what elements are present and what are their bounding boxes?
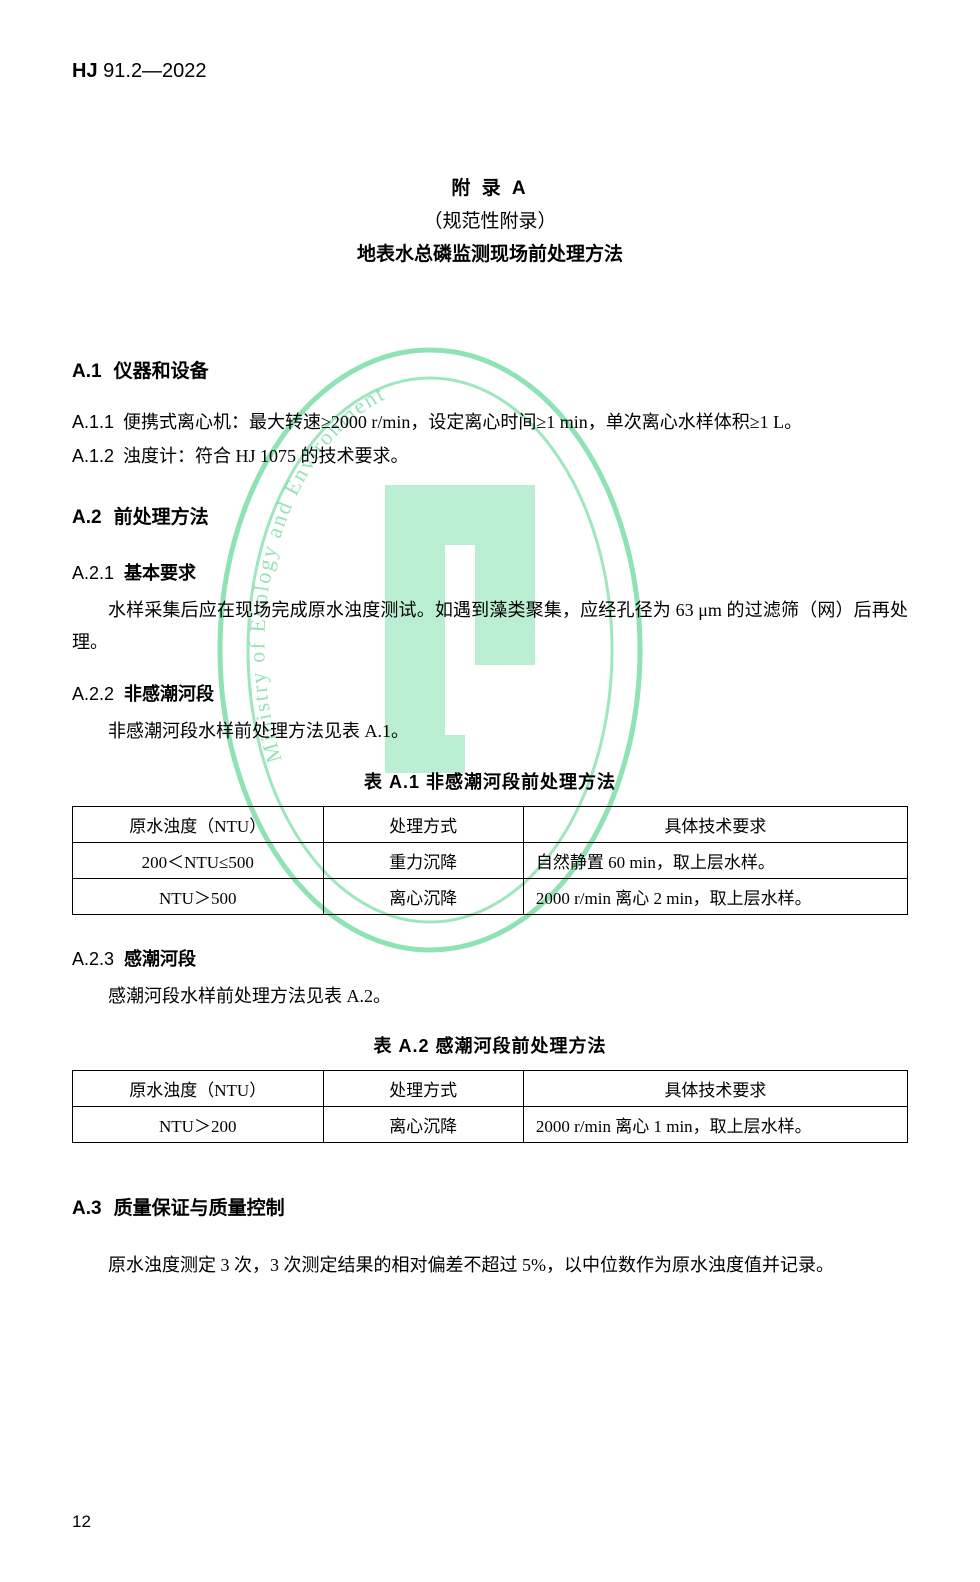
annex-title: 附 录 A — [72, 173, 908, 200]
table-header-cell: 处理方式 — [323, 806, 523, 842]
section-title: 感潮河段 — [124, 949, 196, 969]
item-text: 便携式离心机：最大转速≥2000 r/min，设定离心时间≥1 min，单次离心… — [123, 412, 802, 432]
section-number: A.2 — [72, 507, 102, 528]
section-a2-1-heading: A.2.1 基本要求 — [72, 559, 908, 585]
section-number: A.3 — [72, 1198, 102, 1219]
paragraph-a2-3: 感潮河段水样前处理方法见表 A.2。 — [72, 981, 908, 1013]
table-header-cell: 原水浊度（NTU） — [73, 806, 324, 842]
table-cell: 重力沉降 — [323, 842, 523, 878]
section-a3-heading: A.3 质量保证与质量控制 — [72, 1193, 908, 1220]
page-number: 12 — [72, 1512, 91, 1532]
table-header-cell: 具体技术要求 — [523, 1071, 907, 1107]
item-number: A.1.1 — [72, 412, 114, 432]
table-a2: 原水浊度（NTU） 处理方式 具体技术要求 NTU＞200 离心沉降 2000 … — [72, 1070, 908, 1143]
annex-subtitle-2: 地表水总磷监测现场前处理方法 — [72, 239, 908, 266]
table-cell: 离心沉降 — [323, 1107, 523, 1143]
section-number: A.2.3 — [72, 949, 114, 969]
section-a1-heading: A.1 仪器和设备 — [72, 356, 908, 383]
table-row: 200＜NTU≤500 重力沉降 自然静置 60 min，取上层水样。 — [73, 842, 908, 878]
doc-code-number: 91.2—2022 — [98, 60, 207, 82]
table-cell: 自然静置 60 min，取上层水样。 — [523, 842, 907, 878]
item-a1-2: A.1.2 浊度计：符合 HJ 1075 的技术要求。 — [72, 441, 908, 473]
section-title: 仪器和设备 — [114, 361, 209, 382]
table-header-cell: 具体技术要求 — [523, 806, 907, 842]
paragraph-a3: 原水浊度测定 3 次，3 次测定结果的相对偏差不超过 5%，以中位数作为原水浊度… — [72, 1250, 908, 1282]
table-a1: 原水浊度（NTU） 处理方式 具体技术要求 200＜NTU≤500 重力沉降 自… — [72, 806, 908, 915]
section-a2-2-heading: A.2.2 非感潮河段 — [72, 680, 908, 706]
paragraph-a2-1: 水样采集后应在现场完成原水浊度测试。如遇到藻类聚集，应经孔径为 63 μm 的过… — [72, 595, 908, 658]
table-header-cell: 处理方式 — [323, 1071, 523, 1107]
table-cell: 离心沉降 — [323, 878, 523, 914]
table-cell: NTU＞500 — [73, 878, 324, 914]
section-number: A.1 — [72, 361, 102, 382]
section-title: 基本要求 — [124, 563, 196, 583]
table-row: NTU＞200 离心沉降 2000 r/min 离心 1 min，取上层水样。 — [73, 1107, 908, 1143]
section-title: 前处理方法 — [114, 507, 209, 528]
section-number: A.2.1 — [72, 563, 114, 583]
document-header: HJ 91.2—2022 — [72, 60, 908, 83]
doc-code-prefix: HJ — [72, 60, 98, 82]
table-header-row: 原水浊度（NTU） 处理方式 具体技术要求 — [73, 806, 908, 842]
section-a2-3-heading: A.2.3 感潮河段 — [72, 945, 908, 971]
table-header-cell: 原水浊度（NTU） — [73, 1071, 324, 1107]
table-cell: 2000 r/min 离心 2 min，取上层水样。 — [523, 878, 907, 914]
item-a1-1: A.1.1 便携式离心机：最大转速≥2000 r/min，设定离心时间≥1 mi… — [72, 407, 908, 439]
section-a2-heading: A.2 前处理方法 — [72, 502, 908, 529]
table-cell: 2000 r/min 离心 1 min，取上层水样。 — [523, 1107, 907, 1143]
table-a1-caption: 表 A.1 非感潮河段前处理方法 — [72, 768, 908, 794]
table-row: NTU＞500 离心沉降 2000 r/min 离心 2 min，取上层水样。 — [73, 878, 908, 914]
section-title: 非感潮河段 — [124, 684, 214, 704]
section-title: 质量保证与质量控制 — [114, 1198, 285, 1219]
table-cell: NTU＞200 — [73, 1107, 324, 1143]
table-header-row: 原水浊度（NTU） 处理方式 具体技术要求 — [73, 1071, 908, 1107]
paragraph-a2-2: 非感潮河段水样前处理方法见表 A.1。 — [72, 716, 908, 748]
annex-subtitle: （规范性附录） — [72, 206, 908, 233]
section-number: A.2.2 — [72, 684, 114, 704]
table-cell: 200＜NTU≤500 — [73, 842, 324, 878]
item-number: A.1.2 — [72, 446, 114, 466]
table-a2-caption: 表 A.2 感潮河段前处理方法 — [72, 1032, 908, 1058]
item-text: 浊度计：符合 HJ 1075 的技术要求。 — [123, 446, 409, 466]
